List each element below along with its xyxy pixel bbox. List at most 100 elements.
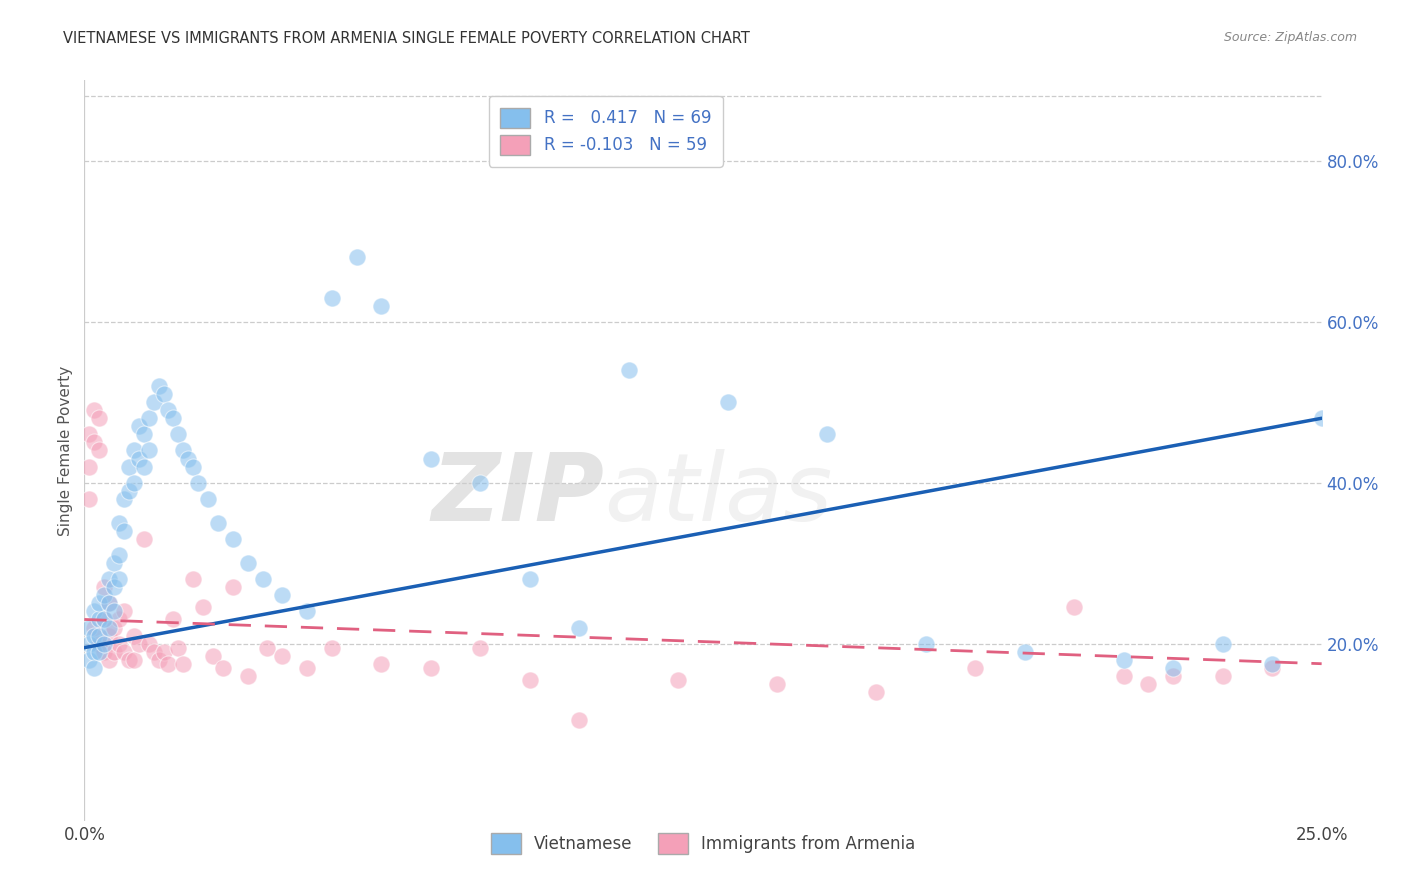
Point [1112,669,1135,683]
Point [98,596,121,610]
Point [568,620,591,634]
Text: Source: ZipAtlas.com: Source: ZipAtlas.com [1223,31,1357,45]
Point [167,640,190,655]
Point [157,657,180,671]
Point [202,648,225,663]
Point [122,653,145,667]
Point [295,604,318,618]
Point [370,657,392,671]
Point [1212,669,1234,683]
Point [89,612,111,626]
Point [766,677,789,691]
Point [79,653,101,667]
Point [207,516,229,530]
Point [98,653,121,667]
Point [1014,645,1036,659]
Point [132,427,155,442]
Point [108,612,131,626]
Point [1063,600,1085,615]
Point [112,645,135,659]
Point [79,491,101,506]
Point [321,291,343,305]
Point [93,612,115,626]
Point [98,572,121,586]
Point [152,645,174,659]
Point [222,532,245,546]
Text: atlas: atlas [605,450,832,541]
Point [162,411,184,425]
Legend: Vietnamese, Immigrants from Armenia: Vietnamese, Immigrants from Armenia [484,827,922,861]
Point [79,620,101,634]
Point [98,596,121,610]
Point [236,669,259,683]
Point [256,640,278,655]
Point [83,403,105,417]
Point [108,548,131,562]
Point [865,685,887,699]
Point [568,713,591,727]
Point [157,403,180,417]
Point [128,451,150,466]
Point [236,556,259,570]
Point [132,532,155,546]
Point [666,673,689,687]
Point [132,459,155,474]
Point [93,580,115,594]
Point [128,637,150,651]
Point [103,556,125,570]
Point [346,250,368,264]
Point [89,411,111,425]
Point [112,524,135,538]
Point [142,645,165,659]
Point [108,572,131,586]
Point [519,572,541,586]
Point [1161,669,1184,683]
Point [103,580,125,594]
Point [212,661,235,675]
Point [138,443,160,458]
Point [519,673,541,687]
Point [112,491,135,506]
Point [177,451,200,466]
Text: ZIP: ZIP [432,449,605,541]
Point [79,459,101,474]
Point [128,419,150,434]
Point [1310,411,1333,425]
Point [122,475,145,490]
Point [89,596,111,610]
Point [470,475,492,490]
Point [222,580,245,594]
Point [1137,677,1160,691]
Point [172,657,194,671]
Point [103,645,125,659]
Point [419,451,441,466]
Point [148,653,170,667]
Point [122,443,145,458]
Point [118,483,141,498]
Point [1261,661,1284,675]
Point [167,427,190,442]
Point [370,299,392,313]
Point [965,661,987,675]
Point [118,653,141,667]
Point [271,588,294,602]
Point [914,637,936,651]
Point [83,628,105,642]
Point [138,637,160,651]
Point [93,637,115,651]
Point [142,395,165,409]
Point [89,628,111,642]
Point [108,516,131,530]
Point [118,459,141,474]
Point [815,427,838,442]
Point [83,620,105,634]
Point [1112,653,1135,667]
Point [79,427,101,442]
Point [181,459,204,474]
Point [148,379,170,393]
Point [252,572,274,586]
Point [79,637,101,651]
Point [103,604,125,618]
Point [89,645,111,659]
Point [93,612,115,626]
